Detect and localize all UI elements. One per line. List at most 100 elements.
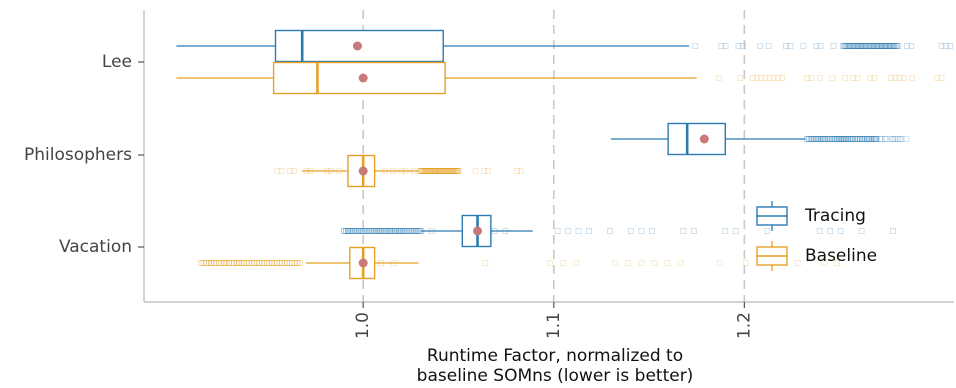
y-tick-label: Philosophers — [24, 145, 132, 165]
outlier-point — [607, 229, 612, 234]
outlier-point — [805, 137, 810, 142]
outlier-point — [817, 76, 822, 81]
outlier-point — [835, 137, 840, 142]
outlier-point — [854, 137, 859, 142]
outlier-point — [574, 261, 579, 266]
outlier-point — [342, 229, 347, 234]
outlier-point — [387, 229, 392, 234]
outlier-point — [863, 137, 868, 142]
mean-point — [353, 42, 362, 51]
outlier-point — [828, 229, 833, 234]
outlier-point — [613, 261, 618, 266]
x-axis-title: baseline SOMns (lower is better) — [417, 366, 694, 386]
outlier-point — [403, 229, 408, 234]
boxes — [176, 31, 805, 279]
outlier-point — [357, 229, 362, 234]
legend-label: Baseline — [805, 246, 877, 266]
mean-point — [359, 259, 368, 268]
outlier-point — [366, 229, 371, 234]
outlier-point — [691, 229, 696, 234]
outlier-point — [548, 261, 553, 266]
outlier-point — [405, 229, 410, 234]
outlier-point — [587, 229, 592, 234]
outlier-point — [842, 76, 847, 81]
outlier-point — [851, 137, 856, 142]
outlier-point — [391, 229, 396, 234]
outlier-point — [858, 137, 863, 142]
outlier-point — [859, 137, 864, 142]
outlier-point — [628, 229, 633, 234]
outlier-point — [639, 261, 644, 266]
mean-point — [359, 167, 368, 176]
outlier-point — [678, 261, 683, 266]
outlier-point — [833, 137, 838, 142]
outlier-point — [408, 229, 413, 234]
outlier-point — [345, 229, 350, 234]
outlier-point — [681, 229, 686, 234]
outlier-point — [393, 229, 398, 234]
outlier-point — [387, 229, 392, 234]
outlier-point — [828, 137, 833, 142]
outlier-point — [473, 169, 478, 174]
outlier-point — [856, 137, 861, 142]
outlier-point — [693, 44, 698, 49]
outlier-point — [910, 76, 915, 81]
outlier-point — [639, 229, 644, 234]
y-tick-label: Vacation — [59, 237, 132, 257]
outlier-point — [733, 229, 738, 234]
outlier-point — [349, 229, 354, 234]
outlier-point — [859, 229, 864, 234]
outlier-point — [351, 229, 356, 234]
outlier-point — [384, 229, 389, 234]
outlier-point — [363, 229, 368, 234]
outlier-point — [370, 229, 375, 234]
outlier-point — [355, 229, 360, 234]
outlier-point — [372, 229, 377, 234]
outlier-point — [385, 229, 390, 234]
outlier-point — [361, 229, 366, 234]
outlier-point — [344, 229, 349, 234]
outlier-point — [833, 137, 838, 142]
y-tick-label: Lee — [102, 52, 132, 72]
outlier-point — [801, 44, 806, 49]
x-tick-label: 1.0 — [353, 312, 373, 339]
outlier-point — [406, 229, 411, 234]
outlier-point — [743, 261, 748, 266]
outlier-point — [838, 229, 843, 234]
outlier-point — [865, 137, 870, 142]
outlier-point — [412, 229, 417, 234]
outlier-point — [649, 229, 654, 234]
outlier-point — [483, 261, 488, 266]
legend-label: Tracing — [804, 206, 866, 226]
outlier-point — [891, 137, 896, 142]
outlier-point — [817, 229, 822, 234]
outlier-point — [410, 229, 415, 234]
outlier-point — [808, 137, 813, 142]
outlier-point — [353, 229, 358, 234]
outlier-point — [884, 137, 889, 142]
outlier-point — [897, 137, 902, 142]
x-tick-label: 1.1 — [544, 312, 564, 339]
outlier-point — [765, 229, 770, 234]
outlier-point — [859, 137, 864, 142]
outlier-point — [879, 137, 884, 142]
outlier-point — [889, 137, 894, 142]
axis-labels: 1.0 1.1 1.2LeePhilosophersVacationRuntime … — [24, 52, 754, 386]
outlier-point — [345, 229, 350, 234]
outlier-point — [555, 229, 560, 234]
outlier-point — [892, 137, 897, 142]
outlier-point — [861, 137, 866, 142]
mean-point — [700, 135, 709, 144]
box-tracing — [668, 124, 725, 155]
outlier-point — [576, 229, 581, 234]
outlier-point — [904, 137, 909, 142]
mean-point — [473, 227, 482, 236]
x-axis-title: Runtime Factor, normalized to — [427, 346, 683, 366]
outlier-point — [723, 229, 728, 234]
outlier-point — [829, 137, 834, 142]
outlier-point — [389, 229, 394, 234]
outlier-point — [738, 76, 743, 81]
outlier-point — [831, 137, 836, 142]
outlier-point — [414, 229, 419, 234]
outlier-point — [795, 261, 800, 266]
